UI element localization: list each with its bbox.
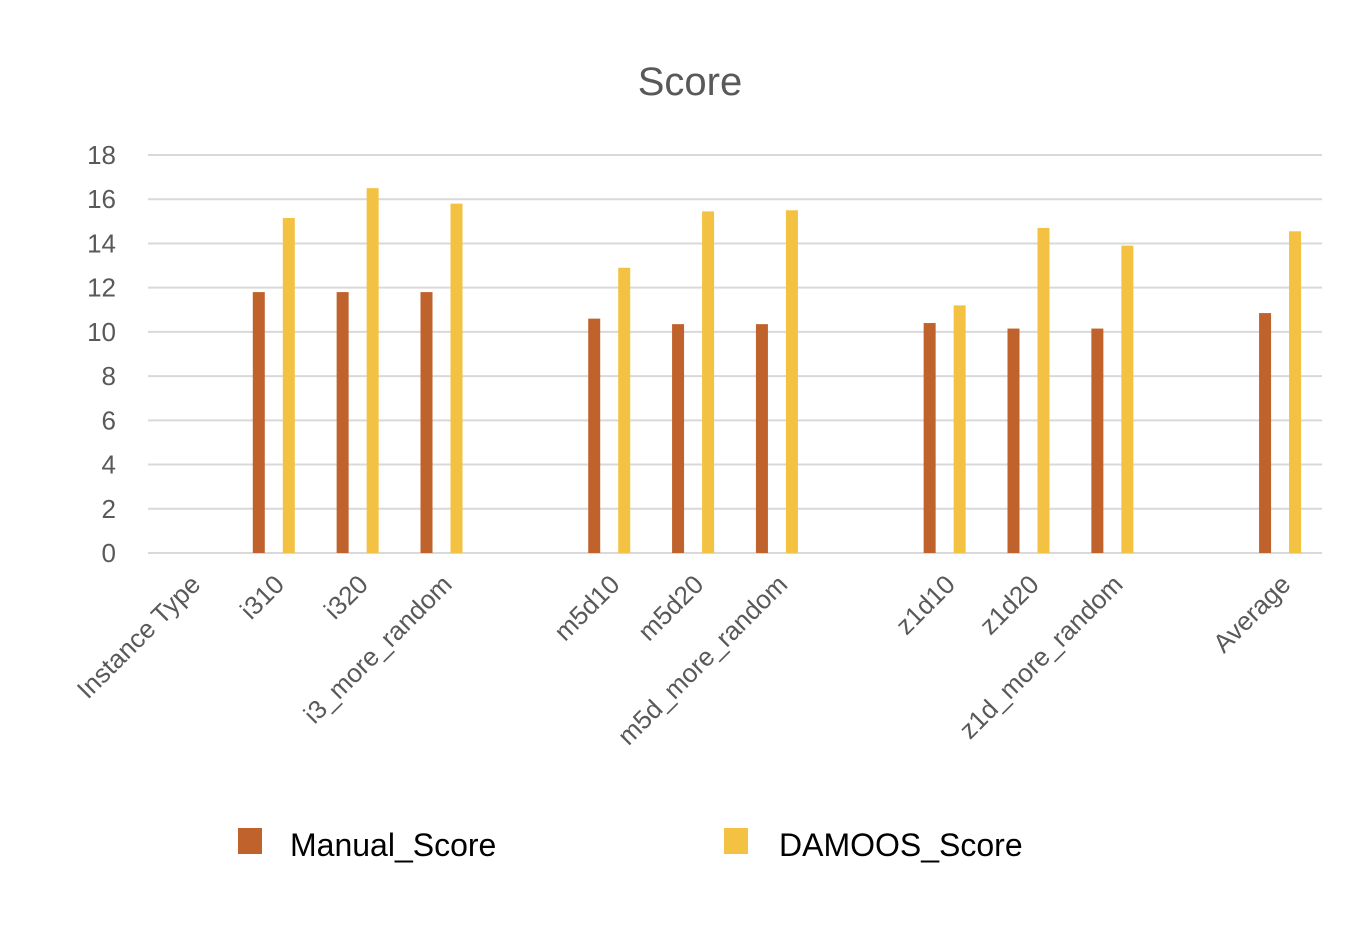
gridlines: [148, 154, 1322, 554]
y-tick-label: 6: [102, 405, 116, 435]
x-tick-label: Average: [1207, 569, 1296, 658]
bar-manual-score: [588, 318, 601, 553]
bar-manual-score: [672, 324, 685, 553]
bar-damoos-score: [282, 218, 295, 553]
x-tick-label: Instance Type: [71, 569, 206, 704]
legend-label: Manual_Score: [290, 827, 496, 863]
x-tick-label: i320: [318, 569, 374, 625]
bar-damoos-score: [618, 267, 631, 553]
y-tick-label: 2: [102, 494, 116, 524]
legend-swatch: [724, 828, 748, 854]
bar-damoos-score: [953, 305, 966, 553]
bar-manual-score: [336, 292, 349, 553]
bar-damoos-score: [1037, 227, 1050, 553]
bar-manual-score: [1091, 328, 1104, 553]
legend-label: DAMOOS_Score: [779, 827, 1023, 863]
legend-swatch: [238, 828, 262, 854]
bar-manual-score: [420, 292, 433, 553]
y-tick-label: 18: [87, 140, 116, 170]
bar-manual-score: [252, 292, 265, 553]
bar-damoos-score: [785, 210, 798, 553]
x-tick-label: m5d10: [548, 569, 625, 646]
x-tick-label: i310: [234, 569, 290, 625]
bar-damoos-score: [702, 211, 715, 553]
legend: Manual_Score DAMOOS_Score: [238, 827, 1023, 863]
y-tick-label: 16: [87, 184, 116, 214]
bar-damoos-score: [1289, 231, 1302, 554]
y-tick-label: 0: [102, 538, 116, 568]
y-tick-label: 12: [87, 273, 116, 303]
x-tick-label: z1d_more_random: [953, 569, 1129, 745]
x-tick-label: i3_more_random: [298, 569, 458, 729]
y-tick-label: 4: [102, 450, 116, 480]
x-tick-label: z1d10: [890, 569, 961, 640]
x-tick-label: z1d20: [973, 569, 1044, 640]
y-tick-label: 14: [87, 228, 116, 258]
bar-manual-score: [923, 323, 936, 553]
bars: [252, 188, 1302, 554]
bar-manual-score: [755, 324, 768, 553]
bar-damoos-score: [1121, 245, 1134, 553]
y-tick-label: 10: [87, 317, 116, 347]
bar-damoos-score: [450, 203, 463, 553]
bar-damoos-score: [366, 188, 379, 553]
chart-title: Score: [638, 60, 743, 104]
x-tick-label: m5d20: [632, 569, 709, 646]
bar-manual-score: [1259, 313, 1272, 553]
bar-manual-score: [1007, 328, 1020, 553]
y-axis-ticks: 0 2 4 6 8 10 12 14 16 18: [87, 140, 116, 568]
y-tick-label: 8: [102, 361, 116, 391]
